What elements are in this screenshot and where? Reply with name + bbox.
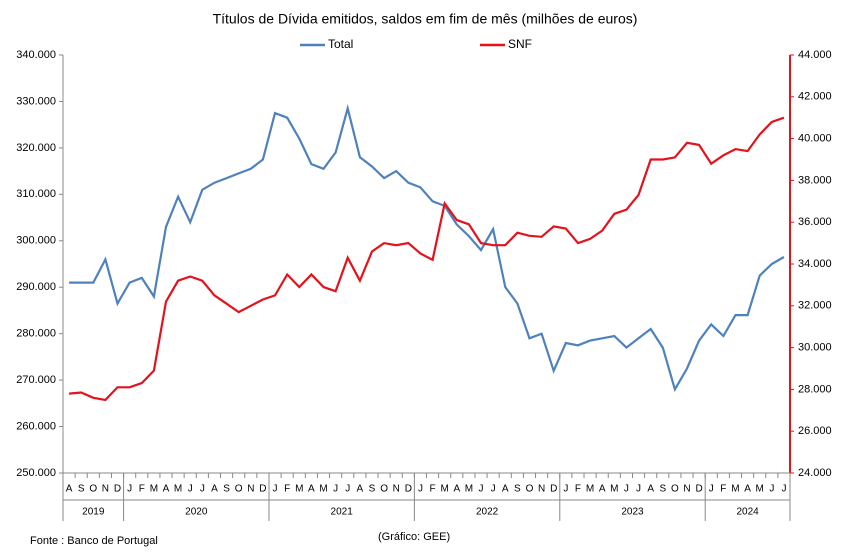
y2-tick-label: 28.000 <box>798 383 832 395</box>
x-tick-label: N <box>247 484 254 495</box>
legend-label: SNF <box>508 37 532 51</box>
x-tick-label: M <box>295 484 303 495</box>
series-line <box>69 116 785 402</box>
x-tick-label: D <box>114 484 121 495</box>
x-tick-label: A <box>163 484 170 495</box>
x-tick-label: F <box>139 484 145 495</box>
y-tick-label: 310.000 <box>16 188 56 200</box>
y-tick-label: 330.000 <box>16 95 56 107</box>
x-tick-label: J <box>188 484 193 495</box>
year-label: 2020 <box>185 507 208 518</box>
x-tick-label: O <box>89 484 97 495</box>
x-tick-label: D <box>550 484 557 495</box>
y-tick-label: 320.000 <box>16 142 56 154</box>
credit: (Gráfico: GEE) <box>378 531 450 543</box>
x-tick-label: J <box>624 484 629 495</box>
x-tick-label: A <box>211 484 218 495</box>
x-tick-label: J <box>636 484 641 495</box>
y2-tick-label: 42.000 <box>798 91 832 103</box>
year-label: 2019 <box>82 507 105 518</box>
x-tick-label: N <box>538 484 545 495</box>
x-tick-label: A <box>66 484 73 495</box>
x-tick-label: M <box>150 484 158 495</box>
x-tick-label: N <box>102 484 109 495</box>
year-label: 2024 <box>736 507 759 518</box>
x-tick-label: A <box>357 484 364 495</box>
x-tick-label: M <box>319 484 327 495</box>
x-tick-label: D <box>259 484 266 495</box>
x-tick-label: J <box>273 484 278 495</box>
x-tick-label: A <box>502 484 509 495</box>
x-tick-label: J <box>709 484 714 495</box>
x-tick-label: N <box>393 484 400 495</box>
x-tick-label: O <box>526 484 534 495</box>
series-line <box>69 104 785 393</box>
y2-tick-label: 40.000 <box>798 133 832 145</box>
x-tick-label: O <box>671 484 679 495</box>
y2-tick-label: 34.000 <box>798 258 832 270</box>
x-tick-label: M <box>465 484 473 495</box>
x-tick-label: J <box>563 484 568 495</box>
x-tick-label: M <box>610 484 618 495</box>
x-tick-label: N <box>683 484 690 495</box>
x-tick-label: M <box>174 484 182 495</box>
x-tick-label: J <box>127 484 132 495</box>
y-tick-label: 290.000 <box>16 281 56 293</box>
y2-tick-label: 32.000 <box>798 300 832 312</box>
y2-tick-label: 30.000 <box>798 342 832 354</box>
x-tick-label: J <box>769 484 774 495</box>
x-tick-label: J <box>333 484 338 495</box>
x-tick-label: O <box>380 484 388 495</box>
source: Fonte : Banco de Portugal <box>30 535 158 547</box>
x-tick-label: A <box>647 484 654 495</box>
y-tick-label: 340.000 <box>16 49 56 61</box>
x-tick-label: F <box>575 484 581 495</box>
y2-tick-label: 24.000 <box>798 467 832 479</box>
y2-tick-label: 36.000 <box>798 216 832 228</box>
year-label: 2021 <box>331 507 354 518</box>
x-tick-label: J <box>200 484 205 495</box>
x-tick-label: A <box>453 484 460 495</box>
x-tick-label: S <box>223 484 230 495</box>
x-tick-label: A <box>308 484 315 495</box>
x-tick-label: A <box>744 484 751 495</box>
x-tick-label: J <box>491 484 496 495</box>
y2-tick-label: 44.000 <box>798 49 832 61</box>
x-tick-label: O <box>235 484 243 495</box>
x-tick-label: S <box>78 484 85 495</box>
x-tick-label: D <box>405 484 412 495</box>
chart-title: Títulos de Dívida emitidos, saldos em fi… <box>213 11 638 27</box>
y2-tick-label: 38.000 <box>798 174 832 186</box>
year-label: 2022 <box>476 507 499 518</box>
year-label: 2023 <box>621 507 644 518</box>
y-tick-label: 270.000 <box>16 374 56 386</box>
x-tick-label: M <box>756 484 764 495</box>
x-tick-label: F <box>430 484 436 495</box>
x-tick-label: S <box>659 484 666 495</box>
y-tick-label: 280.000 <box>16 328 56 340</box>
x-tick-label: M <box>586 484 594 495</box>
x-tick-label: F <box>284 484 290 495</box>
y-tick-label: 250.000 <box>16 467 56 479</box>
x-tick-label: M <box>731 484 739 495</box>
x-tick-label: J <box>418 484 423 495</box>
x-tick-label: J <box>345 484 350 495</box>
x-tick-label: S <box>369 484 376 495</box>
y-tick-label: 260.000 <box>16 420 56 432</box>
x-tick-label: S <box>514 484 521 495</box>
x-tick-label: M <box>441 484 449 495</box>
x-tick-label: J <box>479 484 484 495</box>
y2-tick-label: 26.000 <box>798 425 832 437</box>
x-tick-label: D <box>696 484 703 495</box>
x-tick-label: A <box>599 484 606 495</box>
x-tick-label: J <box>781 484 786 495</box>
y-tick-label: 300.000 <box>16 235 56 247</box>
legend-label: Total <box>328 37 353 51</box>
x-tick-label: F <box>720 484 726 495</box>
